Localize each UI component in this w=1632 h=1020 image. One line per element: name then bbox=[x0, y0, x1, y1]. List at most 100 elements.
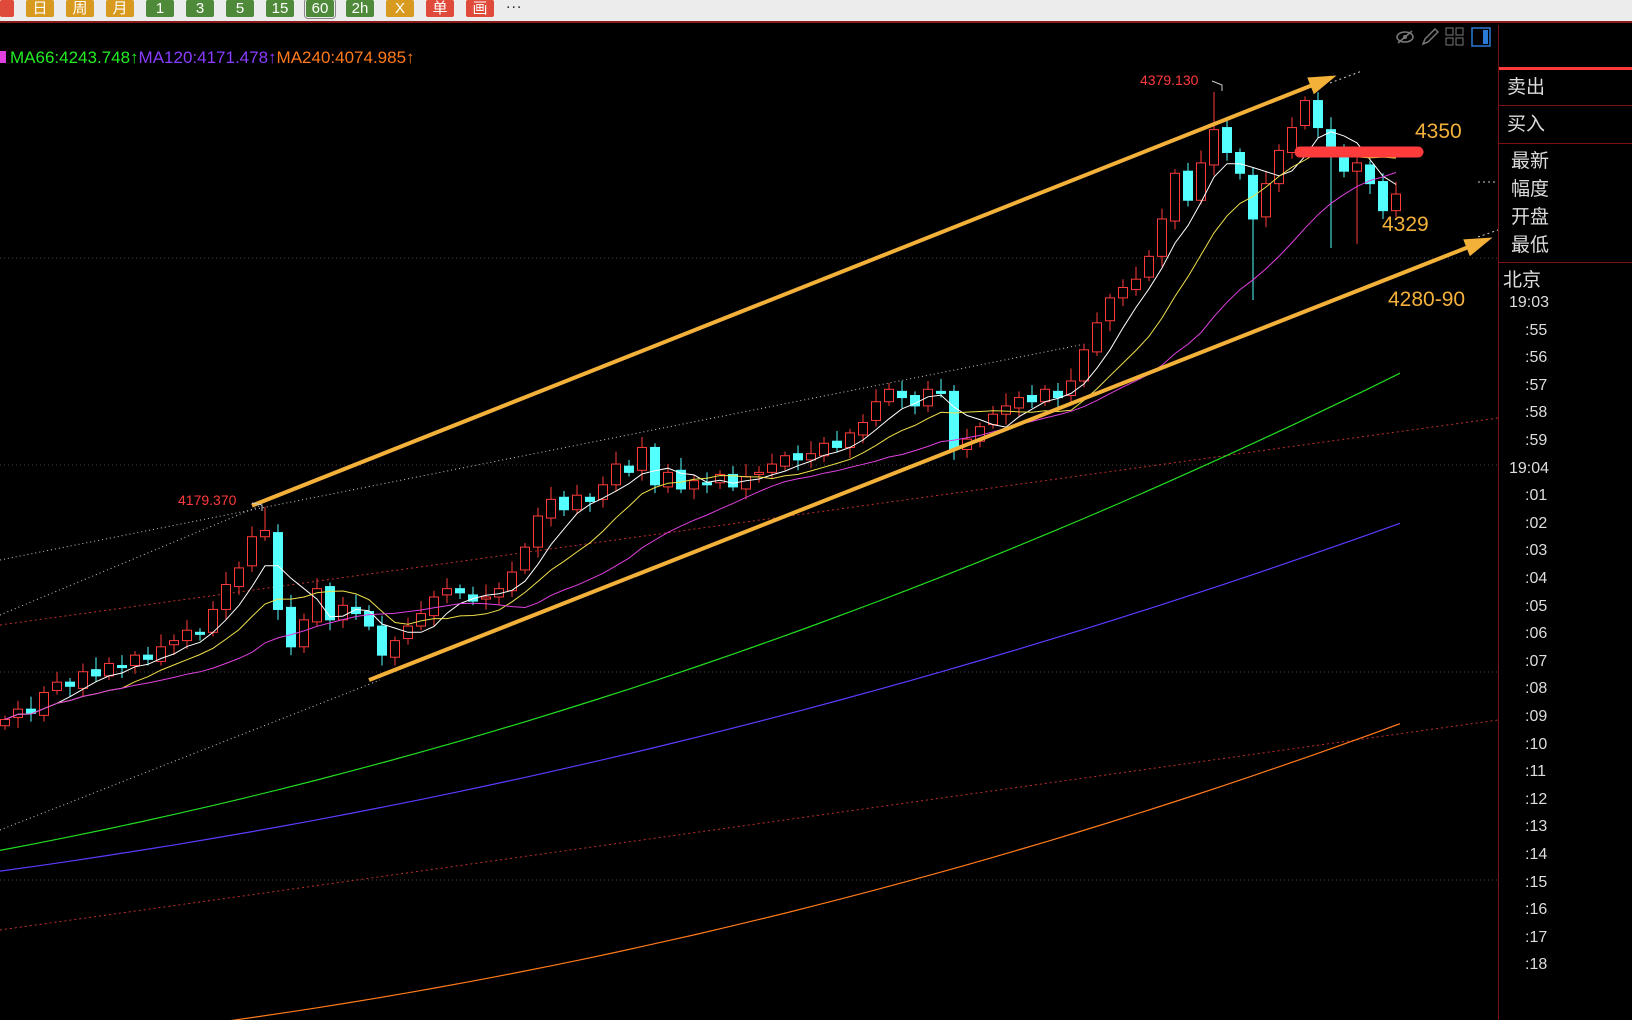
ma20-line bbox=[4, 172, 1397, 720]
time-label: 19:03 bbox=[1509, 294, 1550, 311]
period-button-1[interactable]: 1 bbox=[146, 0, 174, 17]
long-ma-line bbox=[0, 522, 1401, 872]
time-label: :13 bbox=[1525, 818, 1548, 836]
candle-body bbox=[1092, 322, 1102, 353]
candle-body bbox=[624, 465, 634, 473]
dotted-trendline bbox=[0, 504, 263, 616]
pencil-icon[interactable] bbox=[1421, 28, 1439, 46]
candle-body bbox=[286, 606, 296, 648]
time-label: :09 bbox=[1525, 708, 1548, 725]
candle-body bbox=[481, 596, 491, 600]
candle-body bbox=[1209, 129, 1219, 166]
candle-body bbox=[520, 546, 530, 571]
time-label: :57 bbox=[1525, 376, 1548, 394]
period-button-X[interactable]: X bbox=[386, 0, 414, 17]
period-button-周[interactable]: 周 bbox=[66, 0, 94, 17]
candle-body bbox=[741, 476, 751, 490]
candle-body bbox=[351, 606, 361, 615]
time-label: :12 bbox=[1525, 790, 1548, 808]
channel-line bbox=[0, 719, 1498, 931]
candle-body bbox=[156, 646, 166, 662]
period-button-月[interactable]: 月 bbox=[106, 0, 134, 17]
period-button-单[interactable]: 单 bbox=[426, 0, 454, 17]
candle-body bbox=[104, 662, 114, 677]
candlestick-chart[interactable]: 4179.370 4379.130 bbox=[0, 25, 1498, 1020]
time-label: :55 bbox=[1525, 321, 1548, 339]
candle-body bbox=[793, 453, 803, 461]
candle-body bbox=[767, 463, 777, 473]
candle-body bbox=[663, 471, 673, 488]
pointer-icon bbox=[1211, 80, 1223, 91]
candle-body bbox=[858, 422, 868, 436]
timezone-label: 北京 bbox=[1503, 270, 1542, 291]
candle-body bbox=[299, 619, 309, 648]
candle-body bbox=[1001, 405, 1011, 415]
period-button-60[interactable]: 60 bbox=[304, 0, 336, 19]
candle-body bbox=[429, 596, 439, 617]
time-label: :15 bbox=[1525, 873, 1548, 891]
sell-label: 卖出 bbox=[1499, 70, 1632, 106]
long-ma-line bbox=[230, 723, 1401, 1020]
candle-body bbox=[143, 654, 153, 660]
time-label: 19:04 bbox=[1509, 459, 1550, 477]
candle-body bbox=[702, 482, 712, 486]
candle-body bbox=[650, 446, 660, 486]
period-button-15[interactable]: 15 bbox=[266, 0, 294, 17]
grid-icon[interactable] bbox=[1445, 27, 1465, 47]
candle-body bbox=[780, 455, 790, 467]
candle-body bbox=[455, 588, 465, 594]
time-label: :04 bbox=[1525, 570, 1548, 587]
candle-body bbox=[364, 611, 374, 627]
period-button-back[interactable] bbox=[0, 0, 14, 17]
candle-body bbox=[819, 442, 829, 457]
time-label: :05 bbox=[1525, 597, 1548, 615]
trend-arrow bbox=[251, 75, 1332, 508]
period-button-画[interactable]: 画 bbox=[466, 0, 494, 17]
pointer-icon bbox=[251, 502, 263, 511]
candle-body bbox=[117, 665, 127, 669]
candle-body bbox=[52, 681, 62, 691]
candle-body bbox=[689, 480, 699, 490]
candle-body bbox=[0, 719, 10, 727]
candle-body bbox=[195, 631, 205, 635]
candle-body bbox=[1079, 349, 1089, 382]
chart-tools bbox=[1395, 27, 1491, 47]
candle-body bbox=[13, 708, 23, 718]
latest-label: 最新 bbox=[1511, 151, 1550, 172]
candle-body bbox=[923, 388, 933, 407]
eye-off-icon[interactable] bbox=[1395, 29, 1415, 45]
candle-body bbox=[533, 515, 543, 548]
candle-body bbox=[1391, 193, 1401, 212]
candle-body bbox=[1300, 100, 1310, 127]
period-button-2h[interactable]: 2h bbox=[346, 0, 374, 17]
candle-body bbox=[611, 463, 621, 486]
more-button[interactable]: ... bbox=[506, 0, 523, 12]
candle-body bbox=[1274, 149, 1284, 185]
candle-body bbox=[260, 530, 270, 538]
candle-body bbox=[676, 469, 686, 490]
candle-body bbox=[442, 588, 452, 596]
ma5-line bbox=[4, 131, 1397, 720]
candle-body bbox=[1287, 127, 1297, 154]
time-label: :58 bbox=[1525, 404, 1548, 422]
period-button-3[interactable]: 3 bbox=[186, 0, 214, 17]
change-label: 幅度 bbox=[1511, 179, 1550, 200]
candle-body bbox=[247, 536, 257, 567]
candle-body bbox=[728, 473, 738, 488]
candle-body bbox=[1365, 164, 1375, 185]
time-label: :08 bbox=[1525, 680, 1548, 698]
candle-body bbox=[598, 484, 608, 500]
panel-toggle-icon[interactable] bbox=[1471, 27, 1491, 47]
candle-body bbox=[806, 453, 816, 461]
candle-body bbox=[572, 494, 582, 511]
period-button-5[interactable]: 5 bbox=[226, 0, 254, 17]
dotted-trendline bbox=[1329, 70, 1363, 84]
period-button-日[interactable]: 日 bbox=[26, 0, 54, 17]
candle-body bbox=[637, 446, 647, 471]
arrow-head bbox=[1463, 237, 1493, 257]
legend-ma: MA120:4171.478↑ bbox=[138, 48, 277, 67]
candle-body bbox=[1066, 380, 1076, 397]
high-label-4379: 4379.130 bbox=[1140, 72, 1199, 88]
level-range-label: 4280-90 bbox=[1388, 288, 1466, 311]
candle-body bbox=[936, 390, 946, 394]
